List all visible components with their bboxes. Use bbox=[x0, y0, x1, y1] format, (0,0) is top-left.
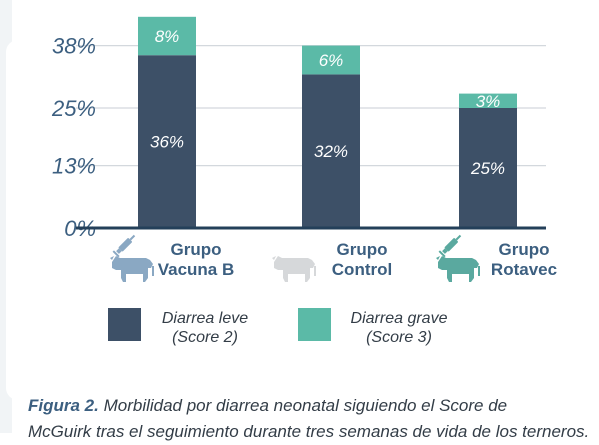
data-label: 36% bbox=[150, 133, 184, 152]
caption-line-2: McGuirk tras el seguimiento durante tres… bbox=[28, 422, 590, 441]
bar-segment bbox=[459, 108, 517, 228]
category-label-line1: Grupo bbox=[170, 240, 222, 259]
data-label: 8% bbox=[155, 27, 180, 46]
bar-segment bbox=[302, 45, 360, 75]
vaccinated-cow-icon bbox=[432, 234, 482, 291]
legend-swatch-diarrea-leve bbox=[108, 308, 141, 341]
category-label-line2: Vacuna B bbox=[157, 260, 235, 279]
data-label: 3% bbox=[476, 92, 501, 111]
category-label-line2: Rotavec bbox=[490, 260, 558, 279]
y-tick-label: 25% bbox=[51, 96, 96, 121]
bar-segment bbox=[138, 55, 196, 229]
figure-caption: Figura 2. Morbilidad por diarrea neonata… bbox=[28, 393, 590, 445]
legend-label-diarrea-leve: Diarrea leve (Score 2) bbox=[161, 310, 249, 346]
data-label: 6% bbox=[319, 51, 344, 70]
category-label-line1: Grupo bbox=[498, 240, 550, 259]
legend-label-diarrea-grave: Diarrea grave (Score 3) bbox=[350, 310, 448, 346]
left-panel-edge bbox=[0, 0, 18, 433]
bar-segment bbox=[459, 93, 517, 108]
legend-swatch-diarrea-grave bbox=[298, 308, 331, 341]
category-label-line2: Control bbox=[331, 260, 393, 279]
category-label: Grupo Control bbox=[318, 240, 406, 280]
bar-segment bbox=[302, 74, 360, 229]
vaccinated-cow-icon bbox=[106, 234, 156, 291]
y-tick-label: 38% bbox=[52, 34, 96, 59]
data-label: 32% bbox=[314, 142, 348, 161]
bar-segment bbox=[138, 16, 196, 56]
stacked-bar-chart: 36%8%32%6%25%3% 0%13%25%38% bbox=[51, 16, 546, 241]
data-label: 25% bbox=[470, 159, 505, 178]
category-label: Grupo Vacuna B bbox=[152, 240, 240, 280]
caption-text: Morbilidad por diarrea neonatal siguiend… bbox=[98, 396, 508, 415]
category-label-line1: Grupo bbox=[336, 240, 388, 259]
caption-label: Figura 2. bbox=[28, 396, 99, 415]
category-label: Grupo Rotavec bbox=[480, 240, 568, 280]
y-tick-label: 13% bbox=[52, 154, 96, 179]
cow-icon bbox=[268, 234, 318, 291]
